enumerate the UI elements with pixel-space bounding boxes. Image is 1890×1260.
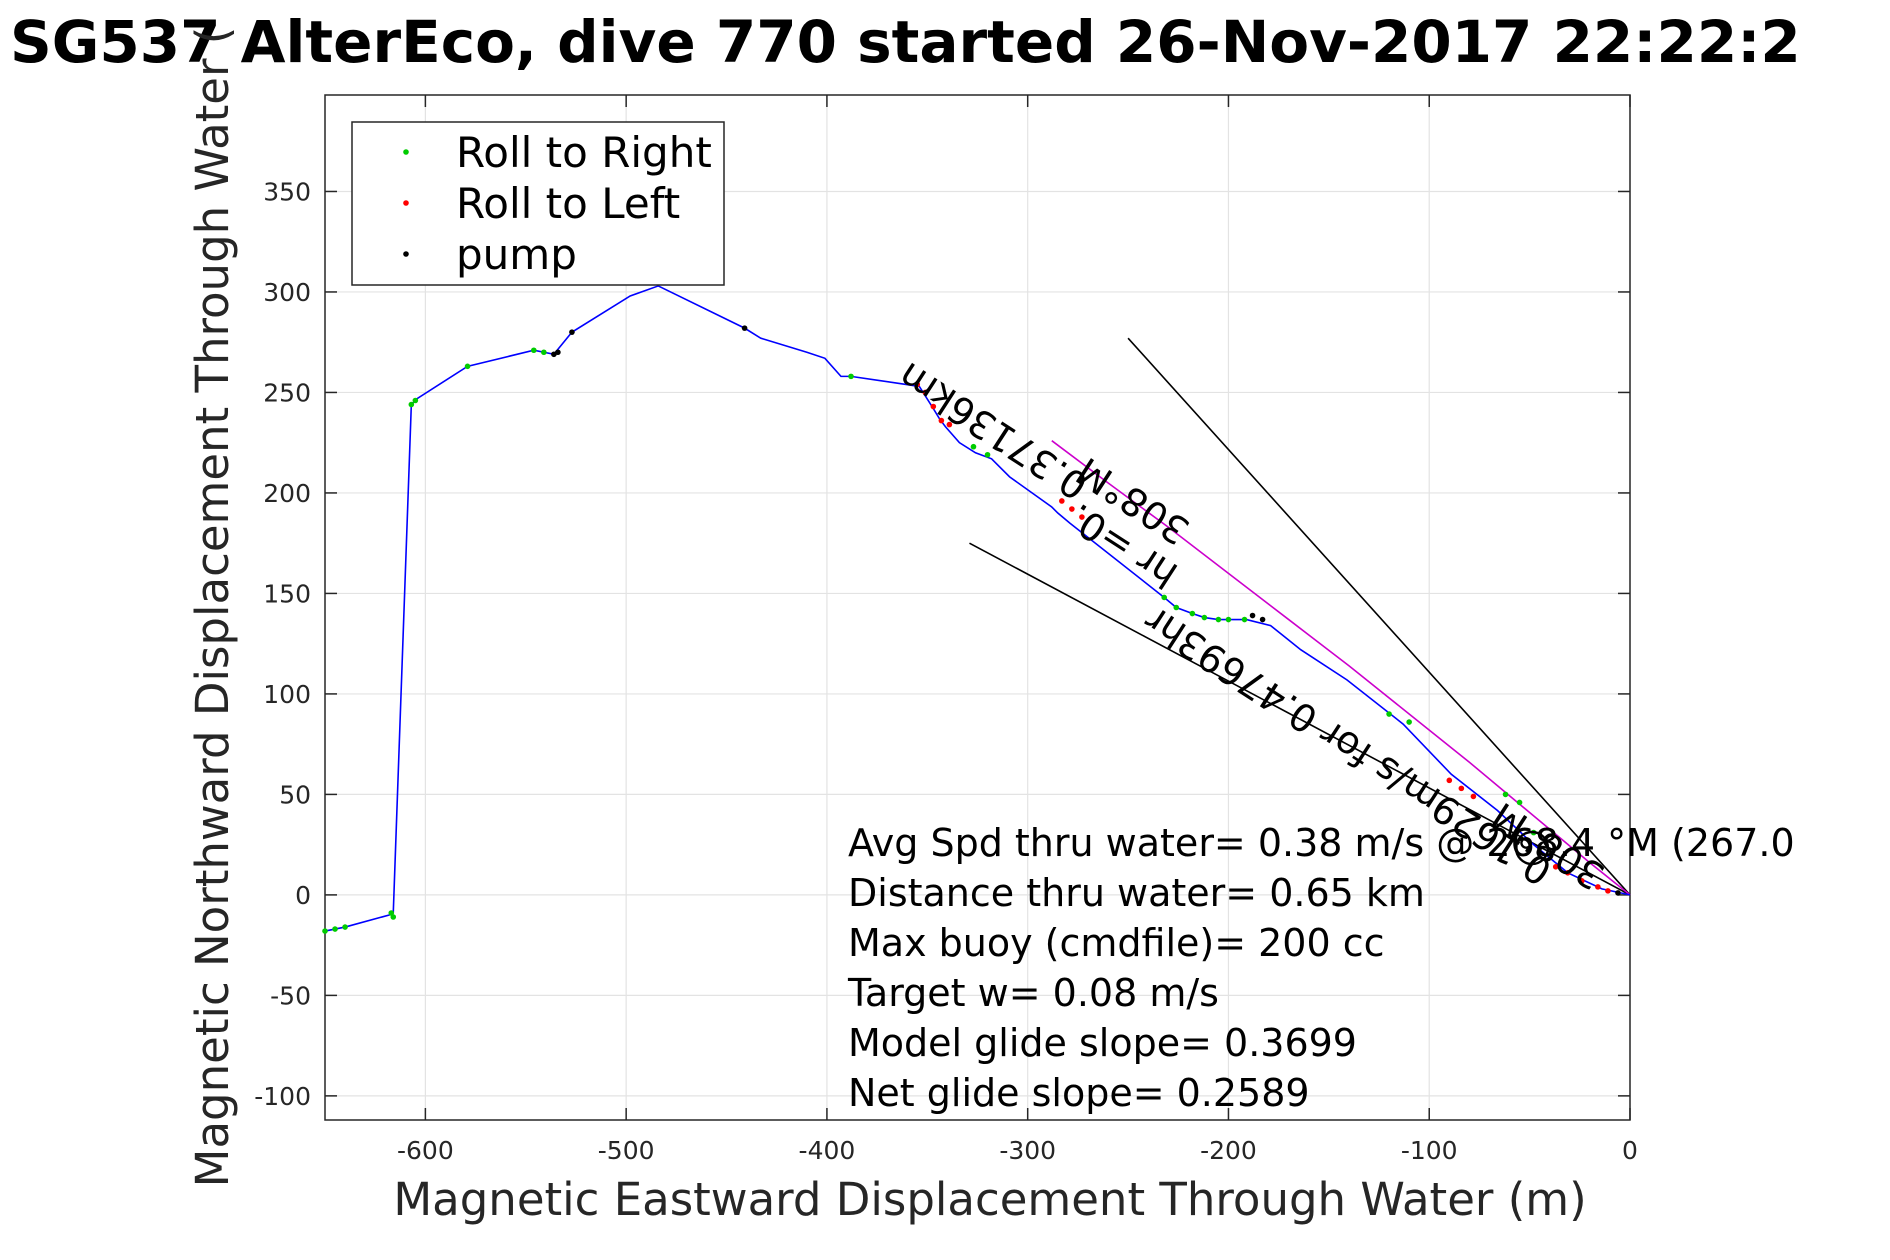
y-tick-label: -100 [254,1082,311,1111]
pump-point [1615,890,1621,896]
stats-line: Max buoy (cmdfile)= 200 cc [848,921,1385,965]
y-tick-label: 0 [295,881,311,910]
axis-ticks: -600 -500 -400 -300 -200 -100 0-100-5005010015… [254,95,1638,1165]
roll-left-point [1069,506,1075,512]
roll-right-point [1225,616,1232,623]
wedge-line [1127,337,1631,896]
roll-left-point [1470,793,1477,800]
roll-right-point [1201,614,1208,621]
roll-right-point [1161,594,1168,601]
x-axis-label: Magnetic Eastward Displacement Through W… [393,1173,1586,1226]
roll-right-point [970,443,977,450]
y-tick-label: 200 [263,479,311,508]
y-axis-label: Magnetic Northward Displacement Through … [186,27,239,1188]
chart-title: SG537 AlterEco, dive 770 started 26-Nov-… [10,8,1801,76]
roll-left-point [938,417,945,424]
roll-left-point [922,389,929,396]
roll-right-point [1516,799,1523,806]
x-tick-label: 0 [1622,1136,1638,1165]
roll-right-point [408,401,415,408]
legend-label: pump [456,230,577,279]
stats-line: Net glide slope= 0.2589 [848,1071,1310,1115]
roll-left-point [1059,498,1065,504]
annotation-upper-km: 0.37136km [890,354,1095,509]
heading-series-line [1051,440,1631,896]
pump-point [1259,616,1266,623]
roll-right-point [848,373,854,380]
roll-right-point [412,397,419,404]
stats-line: Distance thru water= 0.65 km [848,871,1425,915]
y-tick-label: 250 [263,378,311,407]
stats-line: Model glide slope= 0.3699 [848,1021,1357,1065]
y-tick-label: 350 [263,177,311,206]
roll-right-point [1173,604,1180,611]
y-tick-label: 300 [263,278,311,307]
pump-point [1249,612,1256,619]
roll-right-point [1189,610,1196,617]
roll-left-point [1605,888,1611,894]
roll-right-point [342,924,348,930]
legend-marker [403,149,409,155]
x-tick-label: -300 [999,1136,1056,1165]
roll-left-point [1458,785,1465,792]
x-tick-label: -200 [1200,1136,1257,1165]
stats-line: Target w= 0.08 m/s [847,971,1219,1015]
legend-label: Roll to Right [456,128,712,177]
x-tick-label: -600 [397,1136,454,1165]
roll-right-point [984,451,991,458]
legend-box [351,121,725,286]
roll-left-point [1579,878,1585,884]
roll-left-point [1564,869,1571,876]
x-tick-label: -400 [799,1136,856,1165]
roll-right-point [1215,616,1222,623]
legend-marker [403,200,409,206]
y-tick-label: 50 [279,780,311,809]
y-tick-label: 150 [263,579,311,608]
roll-right-point [1502,791,1509,798]
plot-area [324,94,1631,1121]
pump-point [741,325,748,331]
stats-line: Avg Spd thru water= 0.38 m/s @ 268.4 °M … [848,821,1795,865]
rotated-annotations: 0.37136km 308°M hr =0. 0.1629m/s for 0.4… [890,354,1612,899]
dive-statistics: Avg Spd thru water= 0.38 m/s @ 268.4 °M … [847,821,1795,1115]
roll-right-point [1386,711,1392,717]
x-tick-label: -100 [1401,1136,1458,1165]
roll-left-point [930,403,937,410]
roll-right-point [1406,719,1412,725]
data-points [322,325,1621,934]
legend-marker [403,251,409,257]
heading-line [1051,440,1631,896]
legend-label: Roll to Left [456,179,680,228]
roll-right-point [541,349,547,356]
roll-right-point [332,926,338,932]
roll-left-point [946,421,953,428]
pump-point [569,329,575,335]
y-tick-label: 100 [263,680,311,709]
at-sign-marker [1514,830,1550,866]
roll-right-point [464,363,471,370]
grid-lines [325,95,1631,1120]
roll-left-point [1552,863,1559,870]
roll-right-point [322,928,328,934]
roll-left-point [1595,884,1601,890]
roll-right-point [390,914,397,920]
pump-point [555,349,561,356]
y-tick-label: -50 [270,981,311,1010]
roll-left-point [1446,777,1453,784]
roll-left-point [1079,514,1085,520]
roll-left-point [914,381,921,388]
x-tick-label: -500 [598,1136,655,1165]
roll-right-point [1241,616,1248,623]
roll-right-point [531,347,537,354]
